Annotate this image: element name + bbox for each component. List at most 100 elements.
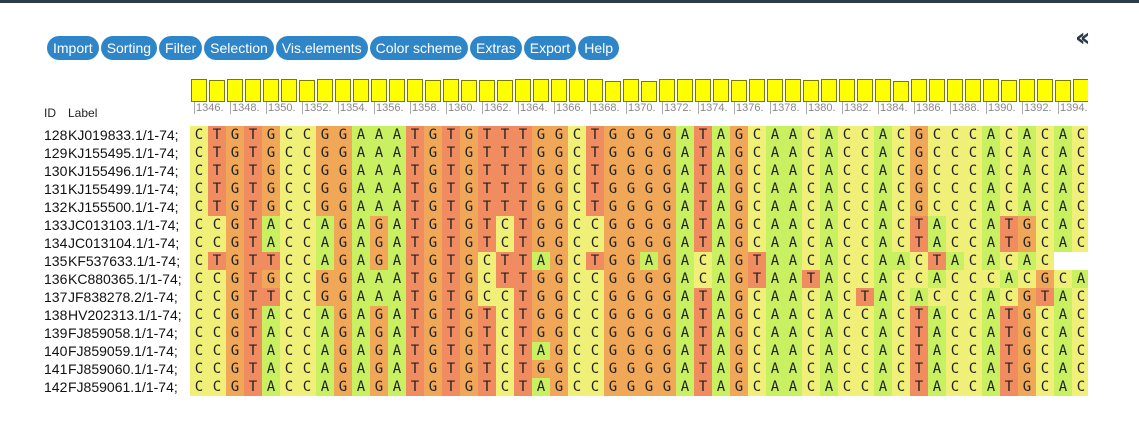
- sequence-name: KJ019833.1/1-74;: [68, 127, 179, 143]
- nucleotide-cell: A: [982, 198, 1000, 216]
- nucleotide-cell: C: [892, 126, 910, 144]
- nucleotide-cell: C: [856, 162, 874, 180]
- nucleotide-cell: C: [838, 378, 856, 396]
- nucleotide-cell: G: [658, 162, 676, 180]
- nucleotide-cell: A: [712, 180, 730, 198]
- nucleotide-cell: C: [1000, 198, 1018, 216]
- nucleotide-cell: C: [856, 270, 874, 288]
- sequence-id: 128: [44, 127, 68, 143]
- toolbar-filter-button[interactable]: Filter: [159, 36, 203, 60]
- nucleotide-cell: T: [496, 162, 514, 180]
- nucleotide-cell: C: [964, 180, 982, 198]
- nucleotide-cell: C: [280, 162, 298, 180]
- nucleotide-cell: A: [352, 126, 370, 144]
- alignment-viewer[interactable]: 1346. 1348. 1350. 1352. 1354. 1356. 1358. 1360.…: [190, 78, 1088, 396]
- nucleotide-cell: G: [658, 126, 676, 144]
- nucleotide-cell: C: [298, 180, 316, 198]
- nucleotide-cell: C: [892, 216, 910, 234]
- nucleotide-cell: C: [190, 252, 208, 270]
- nucleotide-cell: A: [928, 234, 946, 252]
- nucleotide-cell: C: [1072, 198, 1088, 216]
- toolbar-export-button[interactable]: Export: [523, 36, 577, 60]
- nucleotide-cell: C: [964, 162, 982, 180]
- nucleotide-cell: G: [334, 144, 352, 162]
- toolbar-import-button[interactable]: Import: [47, 36, 99, 60]
- nucleotide-cell: T: [406, 324, 424, 342]
- double-chevron-left-icon[interactable]: ‹‹: [1075, 23, 1090, 53]
- nucleotide-cell: C: [586, 360, 604, 378]
- nucleotide-cell: C: [1036, 378, 1054, 396]
- nucleotide-cell: A: [676, 162, 694, 180]
- nucleotide-cell: C: [1000, 162, 1018, 180]
- nucleotide-cell: T: [1000, 360, 1018, 378]
- toolbar-help-button[interactable]: Help: [578, 36, 619, 60]
- nucleotide-cell: C: [802, 162, 820, 180]
- toolbar-extras-button[interactable]: Extras: [470, 36, 522, 60]
- nucleotide-cell: A: [928, 270, 946, 288]
- conservation-bar: [641, 81, 657, 102]
- nucleotide-cell: G: [622, 198, 640, 216]
- nucleotide-cell: C: [748, 324, 766, 342]
- nucleotide-cell: C: [586, 306, 604, 324]
- label-column-header: Label: [68, 106, 98, 120]
- toolbar-selection-button[interactable]: Selection: [204, 36, 274, 60]
- nucleotide-cell: G: [316, 198, 334, 216]
- nucleotide-cell: A: [676, 198, 694, 216]
- toolbar-sorting-button[interactable]: Sorting: [100, 36, 158, 60]
- nucleotide-cell: T: [910, 306, 928, 324]
- nucleotide-cell: G: [334, 324, 352, 342]
- nucleotide-cell: G: [622, 216, 640, 234]
- toolbar-color-scheme-button[interactable]: Color scheme: [369, 36, 469, 60]
- nucleotide-cell: C: [964, 288, 982, 306]
- nucleotide-cell: A: [874, 324, 892, 342]
- ruler-tick: 1350.: [266, 102, 296, 114]
- nucleotide-cell: A: [370, 270, 388, 288]
- nucleotide-cell: T: [514, 144, 532, 162]
- nucleotide-cell: C: [694, 252, 712, 270]
- nucleotide-cell: G: [658, 378, 676, 396]
- ruler-tick: 1374.: [698, 102, 728, 114]
- nucleotide-cell: C: [496, 360, 514, 378]
- conservation-bar: [875, 79, 891, 102]
- nucleotide-cell: C: [298, 126, 316, 144]
- nucleotide-cell: C: [856, 234, 874, 252]
- nucleotide-cell: C: [298, 378, 316, 396]
- nucleotide-cell: T: [244, 252, 262, 270]
- nucleotide-cell: G: [370, 234, 388, 252]
- nucleotide-cell: C: [838, 360, 856, 378]
- nucleotide-cell: C: [892, 324, 910, 342]
- nucleotide-cell: T: [514, 180, 532, 198]
- sequence-id: 142: [44, 379, 68, 395]
- nucleotide-cell: A: [352, 216, 370, 234]
- nucleotide-cell: C: [280, 180, 298, 198]
- nucleotide-cell: C: [208, 378, 226, 396]
- nucleotide-cell: G: [532, 144, 550, 162]
- nucleotide-cell: C: [946, 360, 964, 378]
- nucleotide-cell: T: [694, 306, 712, 324]
- nucleotide-cell: G: [550, 180, 568, 198]
- ruler-tick: 1392.: [1022, 102, 1052, 114]
- nucleotide-cell: T: [478, 306, 496, 324]
- conservation-bar: [623, 79, 639, 102]
- nucleotide-cell: T: [910, 360, 928, 378]
- nucleotide-cell: G: [370, 360, 388, 378]
- nucleotide-cell: A: [766, 360, 784, 378]
- nucleotide-cell: T: [478, 162, 496, 180]
- nucleotide-cell: T: [406, 378, 424, 396]
- nucleotide-cell: T: [694, 144, 712, 162]
- nucleotide-cell: C: [748, 360, 766, 378]
- nucleotide-cell: C: [190, 360, 208, 378]
- nucleotide-cell: C: [586, 288, 604, 306]
- nucleotide-cell: C: [586, 324, 604, 342]
- nucleotide-cell: C: [1036, 144, 1054, 162]
- nucleotide-cell: G: [550, 306, 568, 324]
- nucleotide-cell: G: [370, 378, 388, 396]
- nucleotide-cell: C: [856, 378, 874, 396]
- nucleotide-cell: A: [712, 324, 730, 342]
- nucleotide-cell: G: [658, 252, 676, 270]
- toolbar-vis-elements-button[interactable]: Vis.elements: [275, 36, 368, 60]
